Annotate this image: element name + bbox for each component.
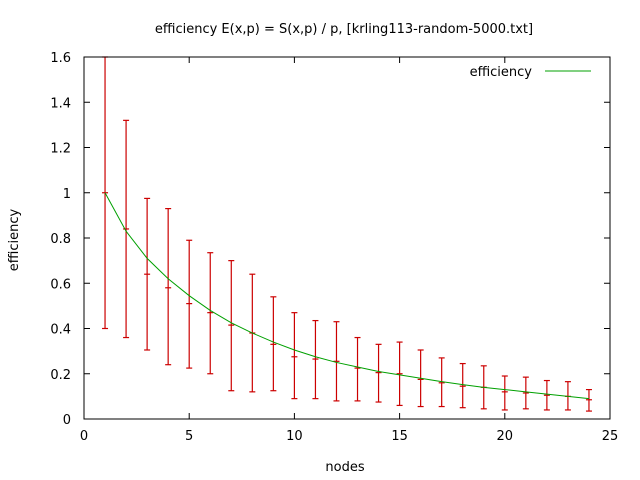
y-axis-label: efficiency [7,208,22,271]
series-layer [102,56,592,412]
axis-ticks: 0 5 10 15 20 25 0 0.2 0.4 0.6 0.8 1 1.2 1.4 1.6 [50,51,618,444]
y-tick-label: 1.6 [50,51,71,66]
y-tick-label: 0.4 [50,323,71,338]
x-tick-label: 15 [391,429,408,444]
x-tick-label: 0 [80,429,88,444]
y-tick-label: 0.6 [50,277,71,292]
x-axis-label: nodes [325,460,364,475]
x-tick-label: 5 [185,429,193,444]
legend: efficiency [470,65,591,80]
y-tick-label: 1 [63,187,71,202]
y-tick-label: 0.8 [50,232,71,247]
y-tick-label: 0 [63,413,71,428]
series-line-efficiency [104,192,590,400]
y-tick-label: 1.4 [50,96,71,111]
legend-label-efficiency: efficiency [470,65,533,80]
x-tick-label: 25 [602,429,619,444]
y-tick-label: 0.2 [50,368,71,383]
y-tick-label: 1.2 [50,142,71,157]
x-tick-label: 20 [497,429,514,444]
plot-frame [83,56,611,420]
x-tick-label: 10 [286,429,303,444]
chart-title: efficiency E(x,p) = S(x,p) / p, [krling1… [155,22,533,37]
